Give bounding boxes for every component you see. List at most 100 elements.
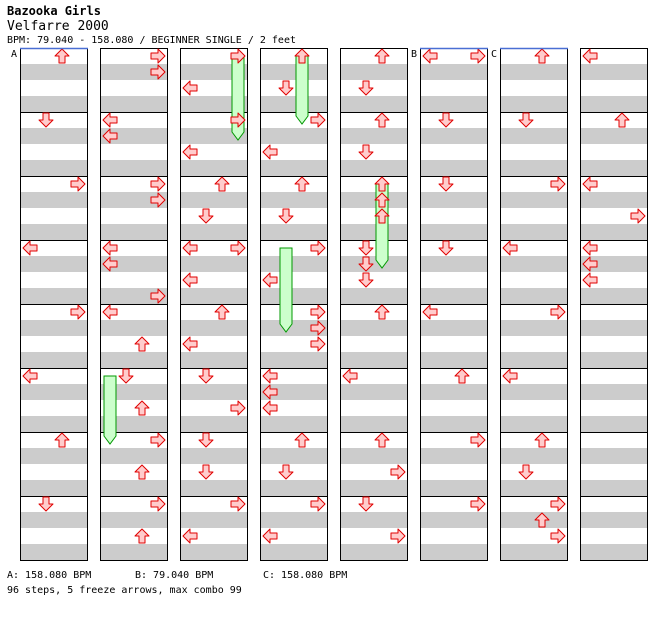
arrow-up-icon xyxy=(134,400,150,416)
arrow-left-icon xyxy=(102,240,118,256)
beat-stripe xyxy=(420,96,488,112)
arrow-left-icon xyxy=(262,384,278,400)
arrow-up-icon xyxy=(374,48,390,64)
arrow-left-icon xyxy=(502,240,518,256)
beat-stripe xyxy=(100,160,168,176)
beat-stripe xyxy=(260,416,328,432)
beat-stripe xyxy=(260,320,328,336)
beat-stripe xyxy=(180,256,248,272)
arrow-left-icon xyxy=(22,240,38,256)
beat-stripe xyxy=(340,416,408,432)
beat-stripe xyxy=(180,96,248,112)
beat-stripe xyxy=(340,192,408,208)
beat-stripe xyxy=(180,288,248,304)
beat-stripe xyxy=(420,416,488,432)
beat-stripe xyxy=(20,256,88,272)
beat-stripe xyxy=(100,480,168,496)
beat-stripe xyxy=(260,384,328,400)
arrow-down-icon xyxy=(38,112,54,128)
arrow-left-icon xyxy=(262,368,278,384)
beat-stripe xyxy=(100,192,168,208)
arrow-down-icon xyxy=(358,144,374,160)
arrow-right-icon xyxy=(70,176,86,192)
beat-stripe xyxy=(180,224,248,240)
beat-stripe xyxy=(180,512,248,528)
arrow-left-icon xyxy=(262,528,278,544)
beat-stripe xyxy=(580,64,648,80)
beat-stripe xyxy=(500,160,568,176)
beat-stripe xyxy=(500,288,568,304)
arrow-up-icon xyxy=(534,432,550,448)
arrow-left-icon xyxy=(422,304,438,320)
beat-stripe xyxy=(20,128,88,144)
beat-stripe xyxy=(20,480,88,496)
beat-stripe xyxy=(260,128,328,144)
arrow-right-icon xyxy=(390,464,406,480)
beat-stripe xyxy=(180,352,248,368)
arrow-left-icon xyxy=(262,400,278,416)
chart-info: BPM: 79.040 - 158.080 / BEGINNER SINGLE … xyxy=(7,35,296,46)
arrow-left-icon xyxy=(182,80,198,96)
beat-stripe xyxy=(340,512,408,528)
beat-stripe xyxy=(180,320,248,336)
chart-column-border xyxy=(180,48,248,561)
beat-stripe xyxy=(580,352,648,368)
song-title: Velfarre 2000 xyxy=(7,19,109,34)
beat-stripe xyxy=(500,128,568,144)
arrow-right-icon xyxy=(150,64,166,80)
step-chart: A B C xyxy=(11,47,648,561)
beat-stripe xyxy=(420,384,488,400)
beat-stripe xyxy=(340,448,408,464)
beat-stripe xyxy=(180,416,248,432)
beat-stripe xyxy=(420,448,488,464)
arrow-down-icon xyxy=(278,208,294,224)
beat-stripe xyxy=(100,64,168,80)
arrow-up-icon xyxy=(54,48,70,64)
arrow-up-icon xyxy=(374,192,390,208)
arrow-up-icon xyxy=(374,304,390,320)
beat-stripe xyxy=(260,256,328,272)
arrow-left-icon xyxy=(182,144,198,160)
beat-stripe xyxy=(340,320,408,336)
freeze-arrow xyxy=(295,55,309,125)
arrow-down-icon xyxy=(358,496,374,512)
beat-stripe xyxy=(180,128,248,144)
beat-stripe xyxy=(580,512,648,528)
beat-stripe xyxy=(580,416,648,432)
beat-stripe xyxy=(20,224,88,240)
arrow-right-icon xyxy=(150,432,166,448)
beat-stripe xyxy=(20,192,88,208)
beat-stripe xyxy=(500,224,568,240)
beat-stripe xyxy=(20,512,88,528)
arrow-down-icon xyxy=(358,272,374,288)
beat-stripe xyxy=(260,192,328,208)
beat-stripe xyxy=(420,288,488,304)
arrow-left-icon xyxy=(262,272,278,288)
beat-stripe xyxy=(180,160,248,176)
arrow-right-icon xyxy=(230,112,246,128)
arrow-down-icon xyxy=(38,496,54,512)
arrow-down-icon xyxy=(438,112,454,128)
arrow-left-icon xyxy=(182,336,198,352)
arrow-left-icon xyxy=(342,368,358,384)
arrow-right-icon xyxy=(470,496,486,512)
beat-stripe xyxy=(20,288,88,304)
beat-stripe xyxy=(420,256,488,272)
arrow-down-icon xyxy=(438,176,454,192)
beat-stripe xyxy=(180,384,248,400)
arrow-left-icon xyxy=(582,272,598,288)
arrow-left-icon xyxy=(102,304,118,320)
arrow-up-icon xyxy=(374,208,390,224)
beat-stripe xyxy=(580,128,648,144)
freeze-arrow xyxy=(103,375,117,445)
arrow-down-icon xyxy=(438,240,454,256)
beat-stripe xyxy=(20,448,88,464)
arrow-up-icon xyxy=(214,304,230,320)
beat-stripe xyxy=(100,288,168,304)
beat-stripe xyxy=(500,320,568,336)
beat-stripe xyxy=(20,384,88,400)
beat-stripe xyxy=(420,160,488,176)
beat-stripe xyxy=(420,224,488,240)
arrow-down-icon xyxy=(118,368,134,384)
freeze-arrow xyxy=(279,247,293,333)
